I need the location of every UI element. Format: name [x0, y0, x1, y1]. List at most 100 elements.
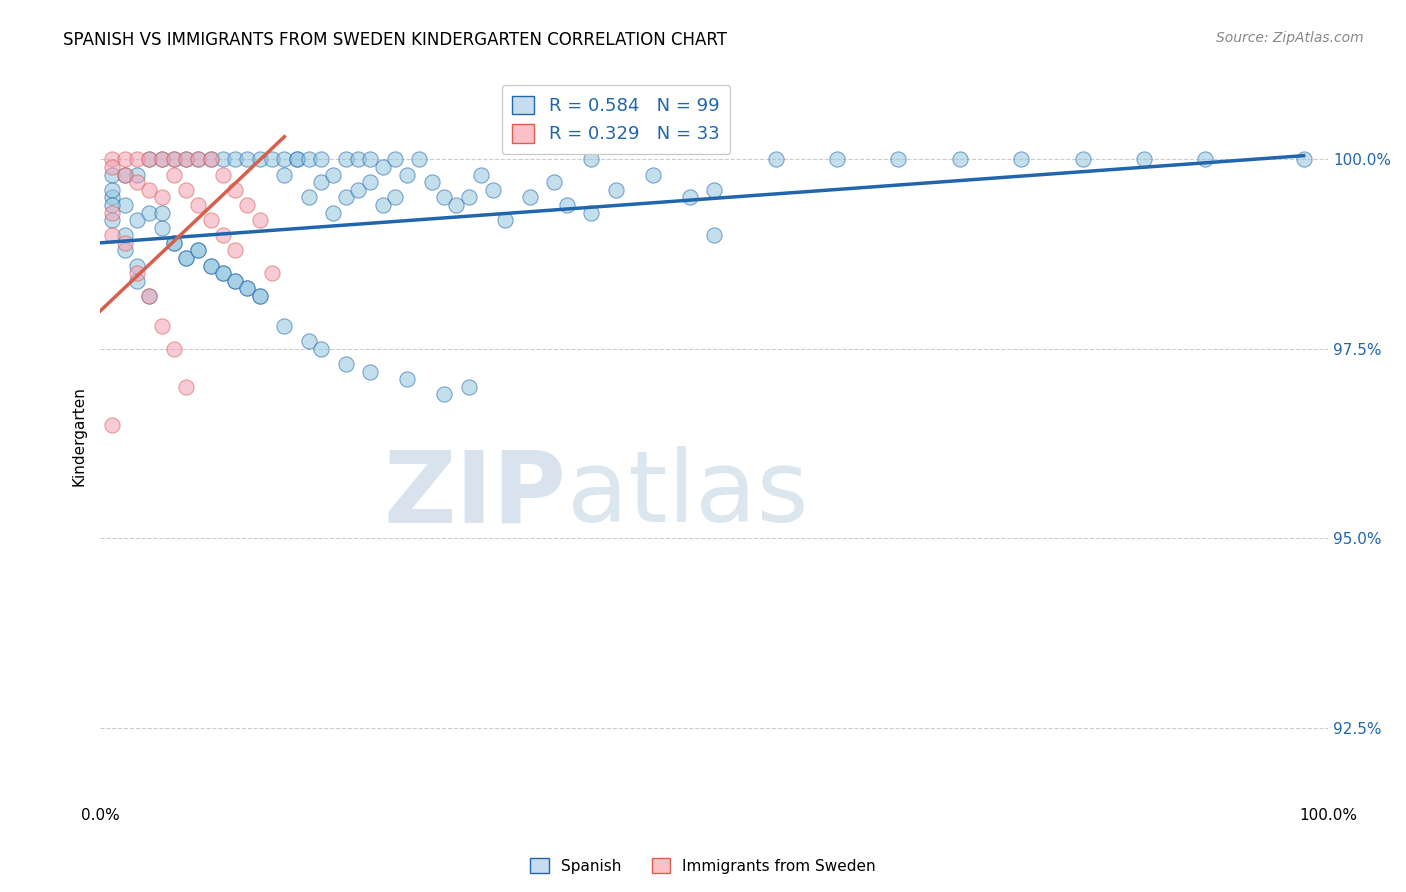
Point [519, 190, 541, 204]
Point [581, 153, 603, 167]
Point [347, 183, 370, 197]
Point [200, 259, 222, 273]
Point [187, 153, 209, 167]
Point [114, 235, 136, 250]
Point [101, 168, 124, 182]
Point [150, 319, 173, 334]
Point [114, 228, 136, 243]
Text: ZIP: ZIP [384, 446, 567, 543]
Text: Source: ZipAtlas.com: Source: ZipAtlas.com [1216, 31, 1364, 45]
Point [187, 244, 209, 258]
Point [150, 205, 173, 219]
Point [200, 153, 222, 167]
Point [163, 153, 186, 167]
Point [224, 153, 246, 167]
Point [1071, 153, 1094, 167]
Point [641, 168, 664, 182]
Point [138, 289, 160, 303]
Point [125, 266, 148, 280]
Point [446, 198, 468, 212]
Point [114, 168, 136, 182]
Point [703, 183, 725, 197]
Point [543, 175, 565, 189]
Point [224, 183, 246, 197]
Point [163, 235, 186, 250]
Y-axis label: Kindergarten: Kindergarten [72, 386, 86, 486]
Point [101, 198, 124, 212]
Point [335, 190, 357, 204]
Point [174, 153, 197, 167]
Point [236, 153, 259, 167]
Point [322, 168, 344, 182]
Point [949, 153, 972, 167]
Text: atlas: atlas [567, 446, 808, 543]
Point [224, 244, 246, 258]
Point [138, 153, 160, 167]
Point [101, 213, 124, 227]
Point [150, 153, 173, 167]
Point [482, 183, 505, 197]
Point [298, 153, 321, 167]
Point [322, 205, 344, 219]
Point [200, 153, 222, 167]
Point [581, 205, 603, 219]
Point [125, 168, 148, 182]
Point [298, 334, 321, 349]
Point [125, 259, 148, 273]
Point [249, 153, 271, 167]
Point [408, 153, 430, 167]
Point [433, 387, 456, 401]
Point [163, 153, 186, 167]
Point [174, 183, 197, 197]
Point [359, 365, 381, 379]
Point [249, 213, 271, 227]
Point [309, 175, 332, 189]
Point [371, 160, 394, 174]
Point [273, 319, 295, 334]
Point [825, 153, 848, 167]
Point [101, 228, 124, 243]
Point [887, 153, 910, 167]
Point [200, 259, 222, 273]
Point [150, 190, 173, 204]
Point [384, 190, 406, 204]
Point [260, 153, 283, 167]
Point [236, 281, 259, 295]
Point [470, 168, 492, 182]
Point [298, 190, 321, 204]
Point [114, 198, 136, 212]
Point [114, 153, 136, 167]
Point [212, 153, 235, 167]
Point [335, 153, 357, 167]
Point [555, 198, 578, 212]
Point [703, 228, 725, 243]
Point [1194, 153, 1216, 167]
Point [101, 417, 124, 432]
Point [101, 183, 124, 197]
Point [1292, 153, 1315, 167]
Point [125, 175, 148, 189]
Point [224, 274, 246, 288]
Point [285, 153, 308, 167]
Legend: Spanish, Immigrants from Sweden: Spanish, Immigrants from Sweden [524, 852, 882, 880]
Point [101, 153, 124, 167]
Point [273, 168, 295, 182]
Point [212, 266, 235, 280]
Point [359, 175, 381, 189]
Point [187, 244, 209, 258]
Point [212, 168, 235, 182]
Point [200, 213, 222, 227]
Point [150, 220, 173, 235]
Point [125, 153, 148, 167]
Point [678, 190, 700, 204]
Point [249, 289, 271, 303]
Point [396, 168, 419, 182]
Point [187, 153, 209, 167]
Point [420, 175, 443, 189]
Point [309, 342, 332, 356]
Point [101, 205, 124, 219]
Point [138, 153, 160, 167]
Point [174, 251, 197, 265]
Point [138, 205, 160, 219]
Point [174, 153, 197, 167]
